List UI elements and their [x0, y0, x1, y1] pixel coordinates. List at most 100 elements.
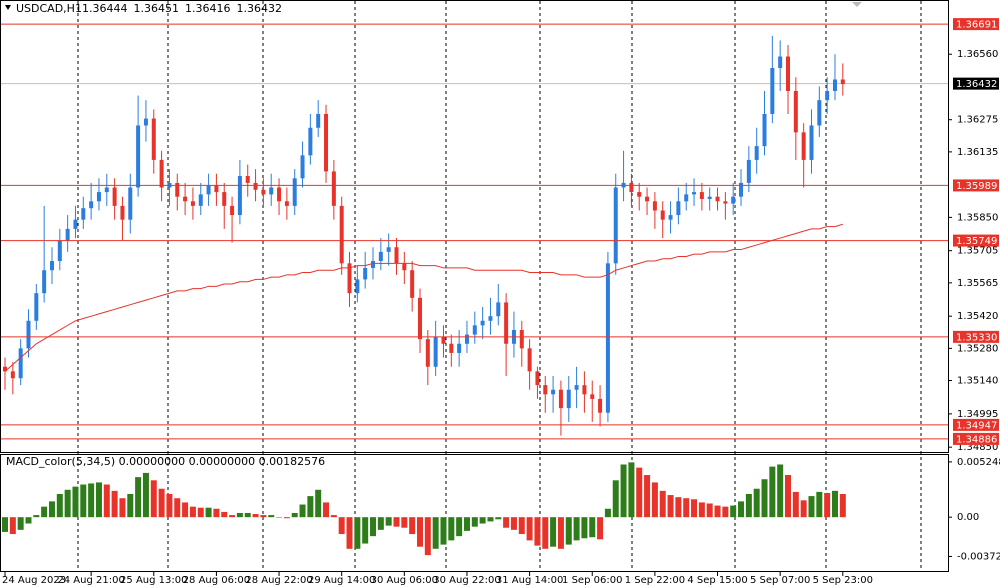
macd-bar	[808, 496, 815, 518]
macd-bar	[612, 480, 619, 518]
candle-body	[840, 79, 845, 85]
scroll-arrow[interactable]	[852, 2, 862, 7]
candle	[18, 339, 23, 386]
y-tick-label: 1.35140	[957, 376, 998, 387]
x-tick-label: 30 Aug 22:00	[433, 575, 500, 586]
macd-bar	[479, 517, 486, 524]
candle-body	[277, 187, 282, 202]
candle-body	[120, 205, 125, 220]
candle-body	[457, 343, 462, 353]
macd-bar	[2, 517, 8, 532]
current-price-box	[953, 77, 999, 90]
candle-body	[104, 187, 109, 193]
candle	[331, 159, 336, 220]
candle	[598, 385, 603, 427]
candle	[120, 196, 125, 241]
macd-bar	[659, 490, 666, 518]
macd-bar	[268, 515, 275, 518]
macd-bar	[620, 464, 627, 518]
candle	[566, 375, 571, 422]
macd-bar	[440, 517, 447, 545]
macd-bar	[401, 517, 408, 528]
macd-bar	[135, 477, 142, 518]
candle-body	[175, 182, 180, 197]
candle-body	[739, 182, 744, 197]
y-tick-label: 0.00	[957, 512, 979, 523]
header-value: 1.36432	[237, 2, 283, 15]
candle	[136, 95, 141, 197]
candle	[739, 169, 744, 206]
candle	[574, 366, 579, 409]
candle	[81, 196, 86, 229]
candle-body	[253, 182, 258, 190]
x-tick-label: 30 Aug 06:00	[371, 575, 438, 586]
candle-body	[488, 316, 493, 321]
level-label: 1.34947	[956, 420, 997, 431]
macd-bar	[471, 517, 478, 527]
macd-bar	[119, 498, 126, 518]
candle	[190, 187, 195, 220]
macd-bar	[463, 517, 470, 531]
macd-bar	[221, 511, 228, 518]
candle-body	[543, 385, 548, 395]
macd-bar	[338, 517, 345, 535]
candle	[668, 201, 673, 234]
candle-body	[237, 176, 242, 216]
macd-bar	[738, 501, 745, 518]
x-tick-label: 5 Sep 07:00	[750, 575, 810, 586]
candle-body	[198, 194, 203, 206]
macd-bar	[197, 507, 204, 518]
macd-bar	[48, 501, 55, 518]
level-label-box	[953, 179, 999, 192]
macd-bar	[182, 502, 189, 518]
candle-body	[425, 339, 430, 367]
macd-bar	[722, 506, 729, 518]
candle	[143, 100, 148, 142]
candle-body	[363, 267, 368, 280]
macd-bar	[315, 489, 322, 518]
macd-bar	[698, 502, 705, 518]
candle	[660, 201, 665, 239]
macd-bar	[205, 507, 212, 518]
macd-bar	[589, 517, 596, 538]
level-label: 1.34886	[956, 434, 997, 445]
y-tick-label: 1.35420	[957, 311, 998, 322]
candle-body	[731, 196, 736, 204]
candle-body	[112, 187, 117, 206]
candle-body	[433, 336, 438, 367]
candle	[175, 173, 180, 211]
candle-body	[715, 196, 720, 202]
macd-bar	[213, 508, 220, 518]
candle	[676, 187, 681, 225]
macd-bar	[487, 517, 494, 522]
candle	[269, 173, 274, 206]
candle-body	[519, 329, 524, 349]
candle	[558, 380, 563, 436]
candle-body	[817, 100, 822, 126]
x-tick-label: 24 Aug 2023	[2, 575, 66, 586]
candle	[42, 205, 47, 303]
x-tick-label: 28 Aug 22:00	[245, 575, 312, 586]
macd-bar	[636, 467, 643, 518]
candle	[284, 187, 289, 220]
macd-bar	[95, 482, 102, 518]
candle-body	[496, 302, 501, 317]
symbol-title: USDCAD,H1	[16, 2, 82, 15]
candle-body	[324, 113, 329, 172]
candle-body	[464, 334, 469, 344]
candle-body	[637, 192, 642, 197]
macd-bar	[377, 517, 384, 530]
candle	[840, 63, 845, 96]
candle-body	[402, 263, 407, 271]
macd-bar	[307, 496, 314, 518]
macd-bar	[604, 508, 611, 518]
candle-body	[770, 68, 775, 114]
candle	[457, 329, 462, 367]
macd-bar	[777, 464, 784, 518]
candle-body	[183, 196, 188, 202]
macd-bar	[800, 500, 807, 518]
candle-body	[347, 263, 352, 294]
menu-arrow[interactable]	[5, 5, 11, 10]
macd-bar	[651, 482, 658, 518]
